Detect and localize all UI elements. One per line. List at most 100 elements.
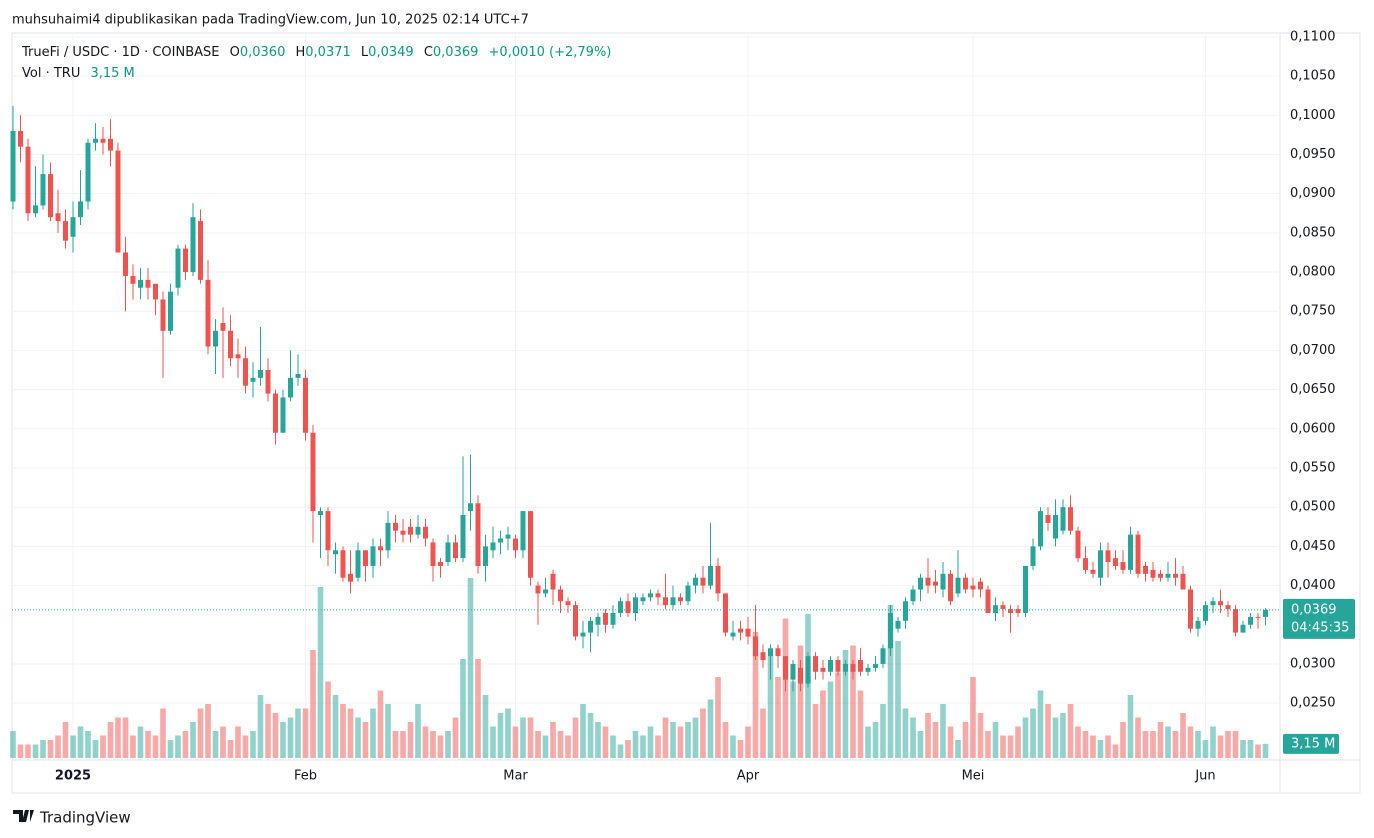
candle-body bbox=[1008, 609, 1013, 613]
candle-body bbox=[910, 589, 916, 602]
volume-bar bbox=[745, 726, 751, 758]
volume-bar bbox=[47, 740, 54, 758]
volume-bar bbox=[407, 722, 414, 758]
candle-body bbox=[670, 597, 676, 606]
candle-body bbox=[10, 130, 16, 202]
candle-body bbox=[1165, 573, 1171, 578]
volume-bar bbox=[1030, 708, 1036, 758]
volume-bar bbox=[400, 731, 406, 758]
x-tick-label: Mei bbox=[962, 769, 985, 784]
candle-body bbox=[1135, 534, 1141, 574]
candle-body bbox=[490, 542, 496, 551]
price-tag bbox=[1283, 598, 1355, 639]
candle-body bbox=[168, 291, 173, 331]
volume-bar bbox=[880, 704, 886, 758]
y-tick-label: 0,1100 bbox=[1290, 29, 1336, 44]
volume-bar bbox=[137, 726, 144, 758]
volume-bar bbox=[1232, 731, 1239, 758]
volume-bar bbox=[340, 704, 346, 758]
candle-body bbox=[790, 663, 796, 680]
candle-body bbox=[873, 663, 878, 668]
candle-body bbox=[625, 601, 631, 613]
volume-bar bbox=[535, 731, 541, 758]
volume-bar bbox=[190, 722, 196, 758]
candle-body bbox=[325, 511, 331, 551]
volume-bar bbox=[977, 713, 984, 758]
candle-body bbox=[1218, 601, 1223, 606]
volume-bar bbox=[265, 704, 271, 758]
candle-body bbox=[348, 573, 353, 582]
volume-bar bbox=[77, 726, 84, 758]
candle-body bbox=[753, 636, 758, 657]
x-tick-label: Feb bbox=[294, 769, 317, 784]
volume-bar bbox=[62, 722, 69, 758]
candle-body bbox=[1030, 546, 1036, 566]
ohlc-value: 0,0349 bbox=[368, 45, 414, 60]
y-tick-label: 0,0650 bbox=[1290, 382, 1336, 397]
volume-bar bbox=[160, 708, 166, 758]
volume-bar bbox=[1052, 717, 1059, 758]
volume-bar bbox=[932, 722, 939, 758]
volume-bar bbox=[985, 731, 991, 758]
candle-body bbox=[505, 534, 511, 539]
ohlc-value: 0,0360 bbox=[239, 45, 286, 60]
volume-bar bbox=[610, 735, 616, 758]
volume-bar bbox=[1097, 740, 1104, 758]
candle-body bbox=[1263, 609, 1268, 617]
volume-bar bbox=[550, 722, 556, 758]
volume-bar bbox=[812, 704, 819, 758]
candle-body bbox=[220, 323, 226, 331]
candle-body bbox=[153, 283, 158, 300]
volume-bar bbox=[887, 605, 894, 758]
volume-bar bbox=[557, 731, 564, 758]
y-tick-label: 0,0500 bbox=[1290, 500, 1336, 515]
volume-bar bbox=[775, 677, 781, 758]
candle-body bbox=[400, 530, 406, 535]
candle-body bbox=[333, 550, 338, 555]
candle-body bbox=[378, 546, 383, 551]
candle-body bbox=[393, 522, 398, 531]
candle-body bbox=[138, 279, 143, 288]
volume-bar bbox=[437, 735, 444, 758]
candle-body bbox=[843, 663, 848, 672]
candle-body bbox=[535, 585, 541, 594]
volume-bar bbox=[1015, 726, 1021, 758]
volume-bar bbox=[842, 650, 849, 758]
volume-bar bbox=[955, 740, 961, 758]
volume-bar bbox=[602, 726, 609, 758]
volume-bar bbox=[722, 722, 729, 758]
candle-body bbox=[760, 652, 766, 661]
logo: TradingView bbox=[13, 809, 131, 827]
volume-bar bbox=[362, 722, 369, 758]
candle-body bbox=[603, 613, 608, 625]
volume-bar bbox=[295, 708, 301, 758]
volume-bar bbox=[317, 587, 324, 758]
volume-bar bbox=[430, 731, 436, 758]
candle-body bbox=[580, 632, 586, 637]
candle-body bbox=[850, 663, 856, 672]
volume-bar bbox=[1135, 717, 1141, 758]
candle-body bbox=[895, 620, 901, 629]
candle-body bbox=[1113, 558, 1118, 566]
candle-body bbox=[318, 511, 323, 516]
candle-body bbox=[708, 565, 713, 586]
volume-bar bbox=[640, 735, 646, 758]
symbol: TrueFi / USDC · 1D · COINBASE bbox=[22, 45, 220, 60]
volume-bar bbox=[835, 672, 841, 758]
ohlc-high: H0,0371 bbox=[296, 45, 351, 60]
candle-body bbox=[175, 248, 181, 288]
ohlc-open: O0,0360 bbox=[230, 45, 286, 60]
candle-body bbox=[903, 601, 908, 621]
candle-body bbox=[1225, 605, 1231, 610]
candle-body bbox=[213, 330, 218, 347]
volume-bar bbox=[422, 726, 429, 758]
candle-body bbox=[993, 605, 998, 613]
volume-bar bbox=[910, 717, 916, 758]
volume-bar bbox=[647, 726, 654, 758]
candle-body bbox=[430, 542, 436, 566]
volume-bar bbox=[175, 735, 181, 758]
volume-bar bbox=[482, 695, 489, 758]
y-tick-label: 0,1000 bbox=[1290, 108, 1336, 123]
volume-bar bbox=[445, 731, 451, 758]
candle-body bbox=[340, 550, 346, 578]
